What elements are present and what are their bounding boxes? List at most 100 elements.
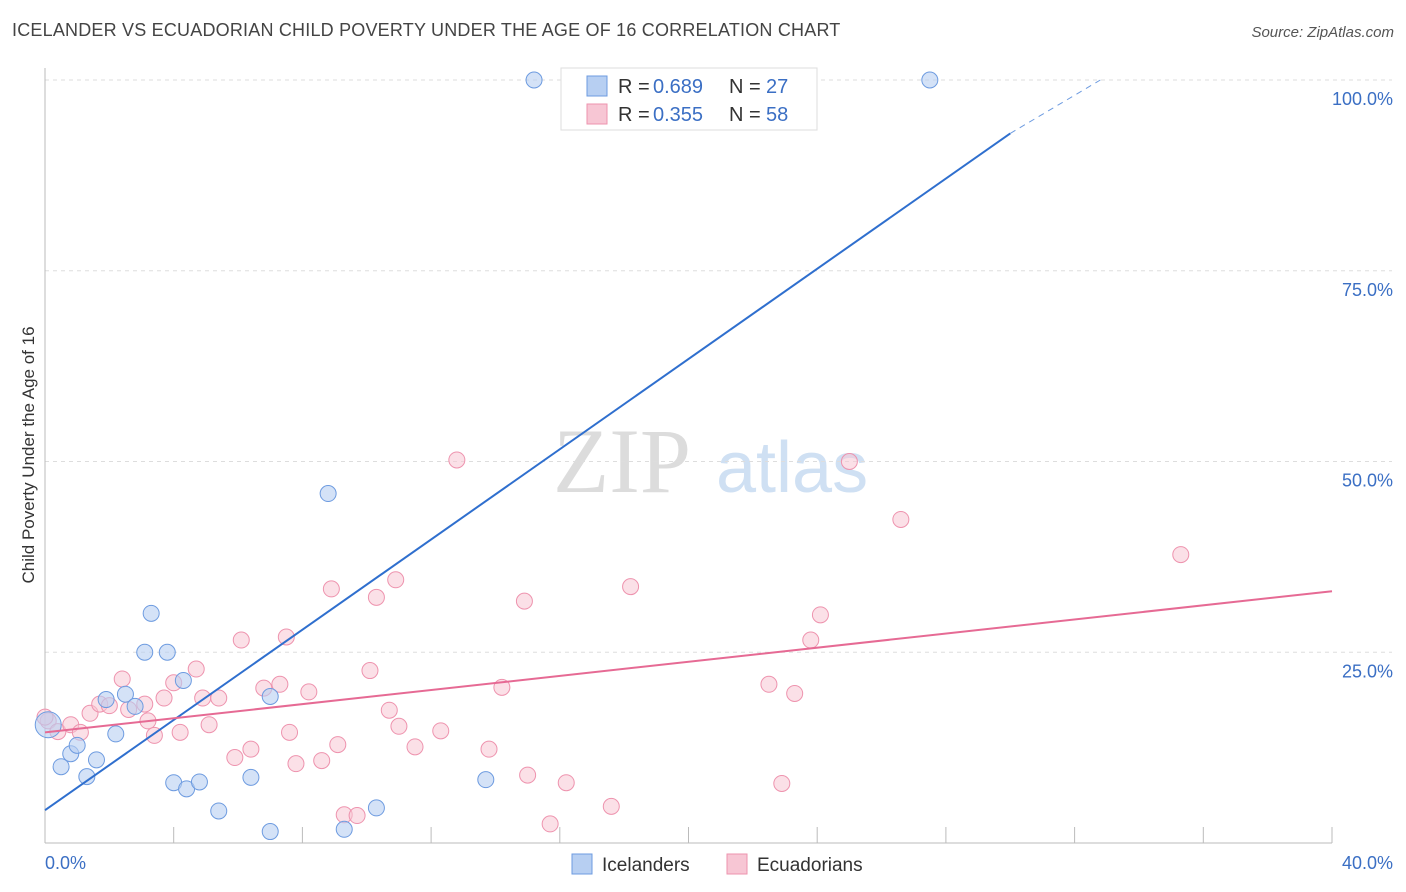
ecuadorian-point: [287, 755, 305, 773]
icelanders-points: [34, 71, 939, 841]
icelander-point: [142, 604, 160, 622]
ecuadorian-point: [226, 749, 244, 767]
ecuadorian-point: [313, 752, 331, 770]
ecuadorian-point: [232, 631, 250, 649]
icelander-point: [136, 643, 154, 661]
icelander-point: [68, 736, 86, 754]
ecuadorian-point: [155, 689, 173, 707]
bottom-legend: Icelanders Ecuadorians: [571, 853, 863, 876]
ecuadorian-point: [387, 571, 405, 589]
ecuadorians-trend-line: [44, 590, 1333, 734]
icelander-point: [116, 685, 134, 703]
y-tick-label-75: 75.0%: [1342, 280, 1393, 300]
icelander-point: [335, 820, 353, 838]
y-axis-title: Child Poverty Under the Age of 16: [19, 326, 38, 583]
y-tick-labels: 25.0% 50.0% 75.0% 100.0%: [1332, 89, 1393, 681]
ecuadorian-point: [171, 723, 189, 741]
grid: [45, 79, 1392, 653]
icelanders-trend-line: [44, 132, 1011, 812]
ecuadorian-point: [519, 766, 537, 784]
ecuadorian-point: [557, 774, 575, 792]
ecuadorian-point: [406, 738, 424, 756]
ecuadorian-point: [786, 684, 804, 702]
ecuadorian-point: [760, 675, 778, 693]
icelander-point: [107, 725, 125, 743]
source-label: Source: ZipAtlas.com: [1251, 24, 1394, 41]
icelander-point: [190, 773, 208, 791]
legend-r-value-blue: 0.689: [653, 76, 703, 98]
bottom-legend-swatch-icelanders: [571, 853, 593, 875]
icelander-point: [52, 758, 70, 776]
chart-title: ICELANDER VS ECUADORIAN CHILD POVERTY UN…: [12, 20, 841, 40]
legend-swatch-blue: [586, 75, 608, 97]
icelander-point: [525, 71, 543, 89]
y-tick-label-50: 50.0%: [1342, 471, 1393, 491]
ecuadorian-point: [277, 628, 295, 646]
icelander-point: [34, 711, 62, 739]
legend-r-value-pink: 0.355: [653, 104, 703, 126]
ecuadorian-point: [348, 807, 366, 825]
ecuadorian-point: [390, 717, 408, 735]
icelander-point: [126, 697, 144, 715]
ecuadorian-point: [200, 716, 218, 734]
icelander-point: [158, 643, 176, 661]
ecuadorian-point: [480, 740, 498, 758]
legend-n-value-blue: 27: [766, 76, 788, 98]
icelander-point: [242, 768, 260, 786]
ecuadorian-point: [515, 592, 533, 610]
ecuadorian-point: [187, 660, 205, 678]
ecuadorian-point: [300, 683, 318, 701]
ecuadorian-point: [811, 606, 829, 624]
ecuadorian-point: [892, 510, 910, 528]
legend-r-label-pink: R =: [618, 104, 650, 126]
bottom-legend-label-ecuadorians: Ecuadorians: [757, 855, 863, 876]
legend-n-label-blue: N =: [729, 76, 761, 98]
icelander-point: [97, 691, 115, 709]
ecuadorian-point: [322, 580, 340, 598]
y-tick-label-25: 25.0%: [1342, 661, 1393, 681]
ecuadorian-point: [541, 815, 559, 833]
ecuadorian-point: [113, 670, 131, 688]
icelander-point: [210, 802, 228, 820]
ecuadorian-point: [602, 797, 620, 815]
ecuadorian-point: [448, 451, 466, 469]
ecuadorian-point: [622, 578, 640, 596]
x-tick-label-min: 0.0%: [45, 853, 86, 873]
ecuadorian-point: [802, 631, 820, 649]
y-tick-label-100: 100.0%: [1332, 89, 1393, 109]
ecuadorian-point: [329, 736, 347, 754]
ecuadorian-point: [271, 675, 289, 693]
icelander-point: [174, 671, 192, 689]
icelander-point: [261, 688, 279, 706]
icelander-point: [261, 823, 279, 841]
bottom-legend-swatch-ecuadorians: [726, 853, 748, 875]
ecuadorian-point: [210, 689, 228, 707]
ecuadorian-point: [1172, 546, 1190, 564]
trend-lines: [44, 79, 1333, 812]
icelander-point: [319, 485, 337, 503]
icelander-point: [78, 768, 96, 786]
ecuadorian-point: [432, 722, 450, 740]
ecuadorian-point: [367, 588, 385, 606]
legend-n-value-pink: 58: [766, 104, 788, 126]
icelander-point: [367, 799, 385, 817]
icelanders-trend-extension: [1009, 79, 1101, 134]
ecuadorian-point: [242, 740, 260, 758]
icelander-point: [477, 771, 495, 789]
icelander-point: [921, 71, 939, 89]
legend-swatch-pink: [586, 103, 608, 125]
ecuadorian-point: [361, 662, 379, 680]
legend: R = 0.689 N = 27 R = 0.355 N = 58: [560, 67, 818, 131]
ecuadorian-point: [773, 774, 791, 792]
ecuadorian-point: [281, 723, 299, 741]
bottom-legend-label-icelanders: Icelanders: [602, 855, 690, 876]
legend-r-label-blue: R =: [618, 76, 650, 98]
icelander-point: [87, 751, 105, 769]
legend-n-label-pink: N =: [729, 104, 761, 126]
watermark-atlas: atlas: [716, 428, 868, 508]
ecuadorian-point: [380, 701, 398, 719]
x-tick-label-max: 40.0%: [1342, 853, 1393, 873]
x-ticks: [173, 827, 1333, 843]
ecuadorian-point: [840, 453, 858, 470]
